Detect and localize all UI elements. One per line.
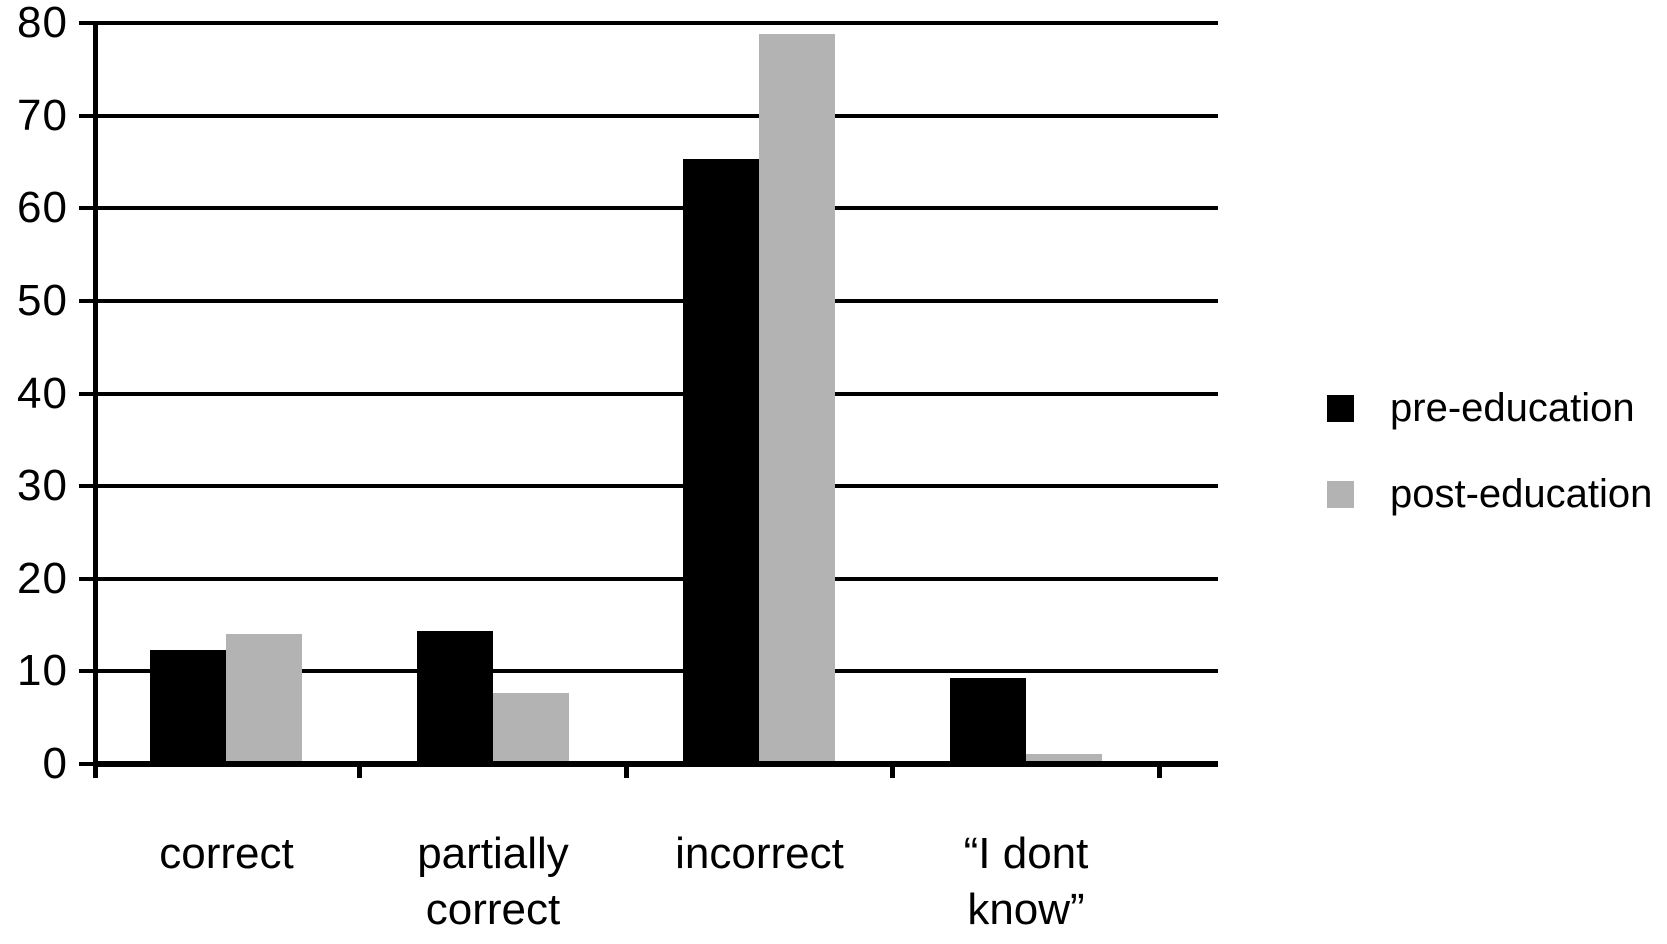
gridline-70: [93, 113, 1218, 118]
y-tick-60: [79, 206, 93, 211]
x-axis-line: [93, 761, 1218, 767]
y-tick-30: [79, 484, 93, 489]
y-tick-10: [79, 669, 93, 674]
x-category-label-incorrect: incorrect: [675, 829, 844, 878]
x-tick-2: [623, 764, 629, 778]
y-tick-20: [79, 576, 93, 581]
bar-post-education-correct: [226, 634, 303, 761]
x-axis-labels: correct partially correct incorrect “I dont…: [93, 826, 1159, 942]
bar-post-education-i-dont-know: [1025, 753, 1102, 761]
gridline-80: [93, 21, 1218, 25]
x-category-label-correct: correct: [159, 829, 294, 878]
gridline-30: [93, 484, 1218, 489]
y-axis-line: [93, 23, 98, 778]
y-axis-labels: 0 10 20 30 40 50 60 70 80: [0, 0, 68, 788]
y-tick-0: [79, 762, 93, 766]
gridline-20: [93, 576, 1218, 581]
y-tick-label-50: 50: [17, 275, 68, 325]
bar-pre-education-incorrect: [683, 158, 760, 761]
y-tick-label-40: 40: [17, 368, 68, 418]
y-tick-label-0: 0: [42, 739, 68, 788]
x-category-label-i-dont-know: “I dont know”: [963, 829, 1089, 934]
x-tick-3: [890, 764, 895, 778]
bar-pre-education-partially-correct: [416, 631, 493, 761]
y-tick-40: [79, 391, 93, 396]
y-tick-label-20: 20: [17, 553, 68, 603]
legend-item-pre-education: pre-education: [1327, 382, 1652, 434]
y-tick-80: [79, 21, 93, 25]
legend: pre-education post-education: [1327, 382, 1652, 520]
bar-post-education-partially-correct: [492, 693, 569, 761]
y-tick-50: [79, 298, 93, 303]
y-tick-label-80: 80: [17, 0, 68, 47]
pre-education-swatch-icon: [1327, 394, 1354, 422]
plot-area: [79, 21, 1218, 778]
x-category-label-partially-correct: partially correct: [417, 829, 569, 934]
x-tick-4: [1156, 764, 1162, 778]
bar-post-education-incorrect: [759, 33, 836, 761]
gridline-50: [93, 298, 1218, 303]
gridline-10: [93, 669, 1218, 674]
bar-pre-education-i-dont-know: [949, 677, 1026, 761]
legend-label: post-education: [1390, 472, 1653, 516]
gridline-40: [93, 391, 1218, 396]
bar-pre-education-correct: [150, 649, 227, 761]
y-tick-label-10: 10: [17, 646, 68, 696]
y-tick-label-70: 70: [17, 90, 68, 140]
x-tick-1: [357, 764, 362, 778]
legend-label: pre-education: [1390, 386, 1635, 430]
legend-item-post-education: post-education: [1327, 468, 1652, 520]
post-education-swatch-icon: [1327, 480, 1354, 508]
y-tick-label-60: 60: [17, 183, 68, 233]
y-tick-70: [79, 113, 93, 118]
gridline-60: [93, 206, 1218, 211]
y-tick-label-30: 30: [17, 461, 68, 511]
